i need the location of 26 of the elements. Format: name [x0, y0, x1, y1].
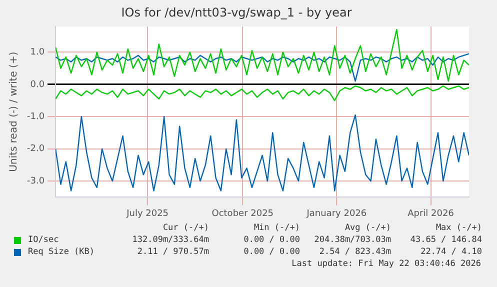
y-tick-label: 1.0 — [30, 48, 45, 58]
text: Max (-/+) — [434, 223, 482, 233]
x-tick-label: October 2025 — [212, 208, 274, 219]
text: Avg (-/+) — [344, 223, 391, 233]
chart-title: IOs for /dev/ntt03-vg/swap_1 - by year — [121, 5, 352, 20]
text: 2.54 / 823.43m — [318, 247, 391, 257]
text: 204.38m/703.03m — [313, 235, 391, 245]
text: 43.65 / 146.84 — [409, 235, 482, 245]
y-tick-label: -1.0 — [27, 112, 45, 122]
text: 132.09m/333.64m — [131, 235, 209, 245]
legend-label: IO/sec — [27, 235, 60, 245]
y-axis-title: Units read (-) / write (+) — [8, 52, 20, 172]
y-tick-label: 0.0 — [30, 80, 45, 90]
text: 22.74 / 4.10 — [420, 247, 482, 257]
text: Cur (-/+) — [162, 223, 209, 233]
legend-label: Req Size (KB) — [27, 247, 96, 257]
x-tick-label: April 2026 — [408, 208, 454, 219]
text: 0.00 / 0.00 — [242, 235, 300, 245]
text: Min (-/+) — [252, 223, 300, 233]
text: Last update: Fri May 22 03:40:46 2026 — [292, 259, 482, 269]
y-tick-label: -3.0 — [27, 176, 45, 186]
x-tick-label: July 2025 — [126, 208, 169, 219]
x-tick-label: January 2026 — [306, 208, 367, 219]
text: 2.11 / 970.57m — [136, 247, 209, 257]
y-tick-label: -2.0 — [27, 144, 45, 154]
text: 0.00 / 0.00 — [242, 247, 300, 257]
